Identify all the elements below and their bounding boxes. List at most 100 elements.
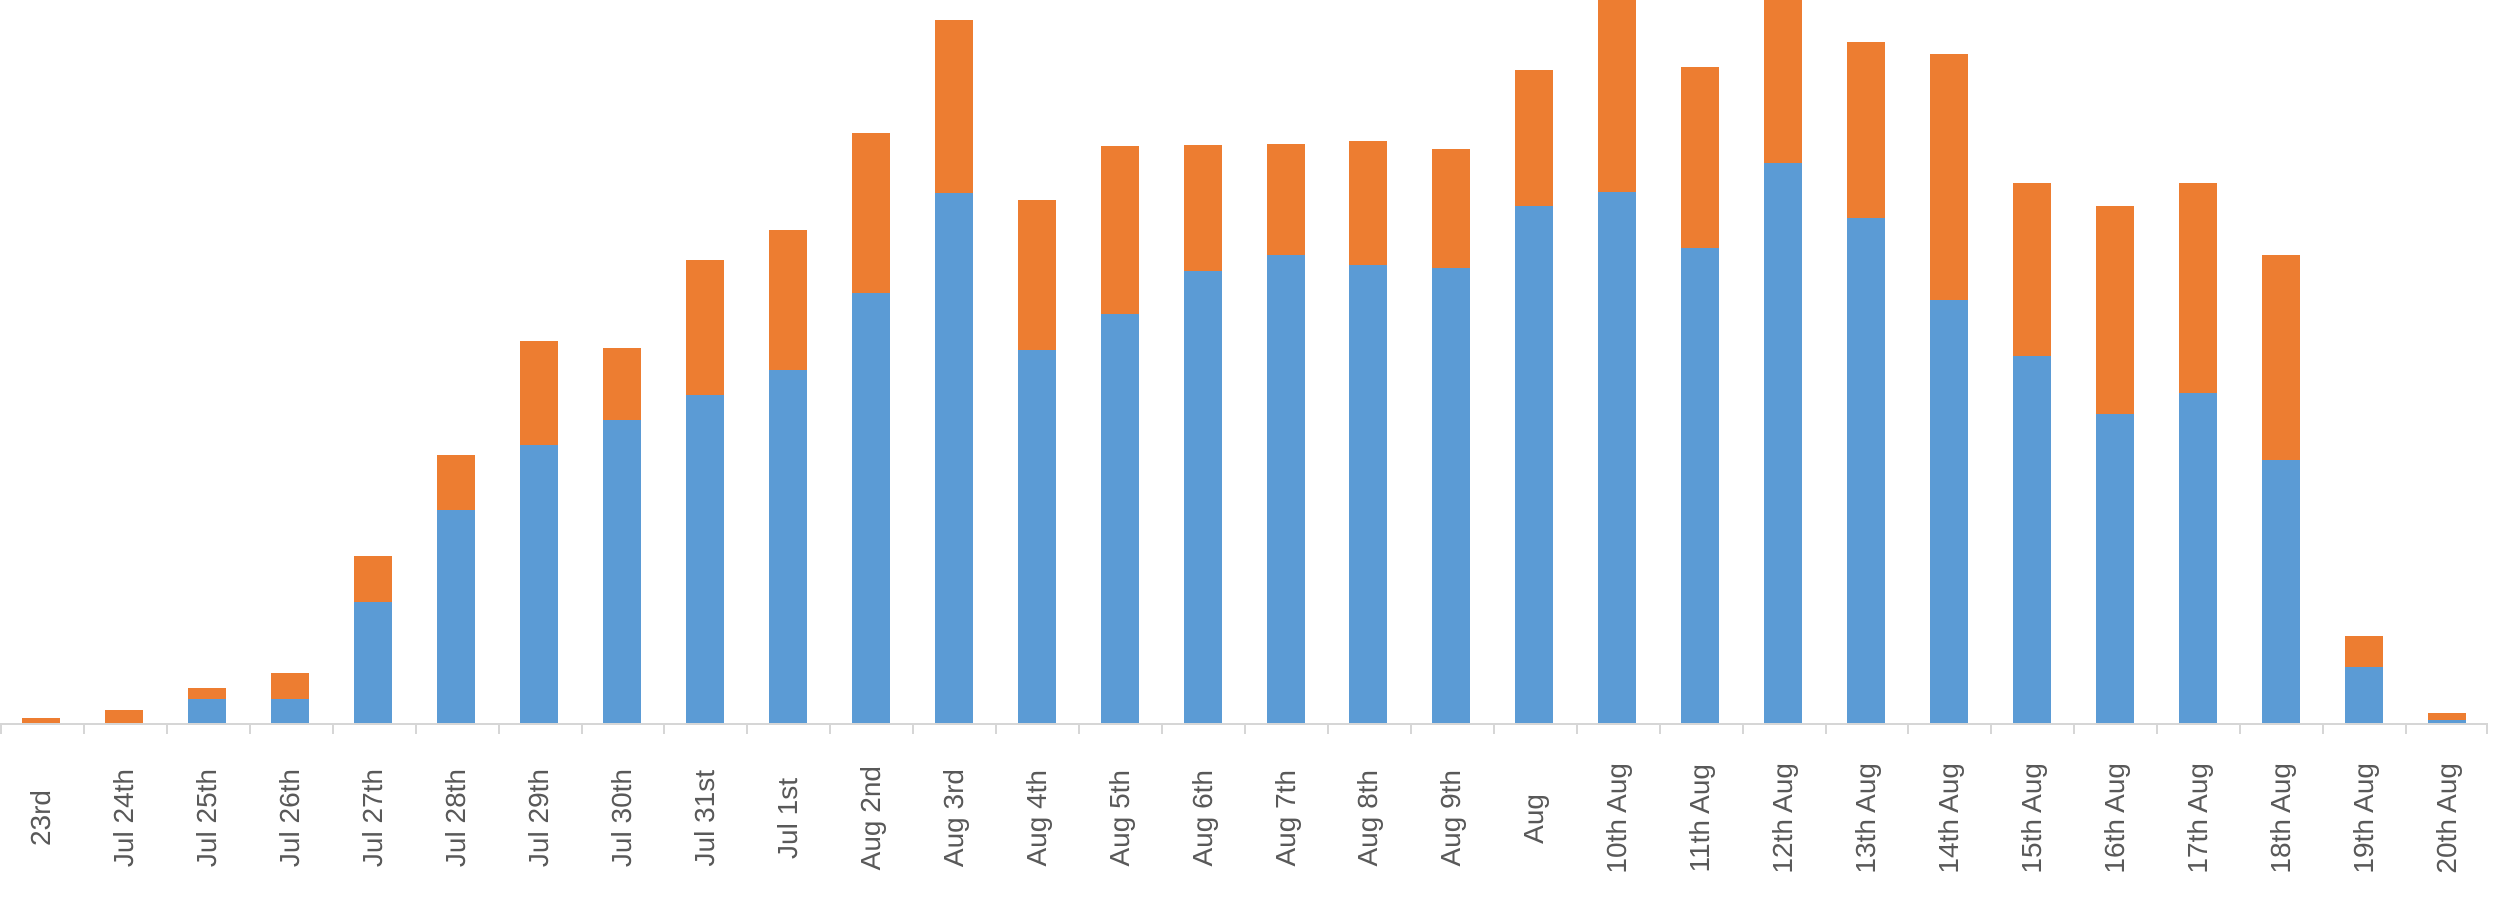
axis-tick-mark — [581, 725, 583, 734]
x-label-cell: 23rd — [0, 725, 83, 912]
bar-jul-28th — [437, 455, 476, 723]
bar-slot — [2239, 0, 2322, 723]
axis-tick-mark — [1825, 725, 1827, 734]
bar-15th-aug — [2012, 183, 2051, 723]
x-axis-label: Jul 1st — [771, 778, 803, 859]
bar-slot — [1493, 0, 1576, 723]
bar-slot — [1244, 0, 1327, 723]
x-label-cell: 20th Aug — [2405, 725, 2488, 912]
x-axis-label: Jul 26th — [274, 769, 306, 868]
axis-tick-mark — [1576, 725, 1578, 734]
bar-jul-24th — [105, 710, 144, 723]
bar-aug-2nd — [851, 133, 890, 723]
orange-segment — [1100, 146, 1139, 314]
x-label-cell: Aug 7th — [1244, 725, 1327, 912]
blue-segment — [1183, 271, 1222, 723]
x-label-cell: 14th Aug — [1908, 725, 1991, 912]
x-axis-label: 19th Aug — [2347, 763, 2379, 874]
orange-segment — [1598, 0, 1637, 192]
x-axis-label-band: 23rd Jul 24th Jul 25th Jul 26th Jul 27th Jul … — [0, 725, 2488, 912]
x-label-cell: Jul 27th — [332, 725, 415, 912]
x-label-cell: Aug 4th — [995, 725, 1078, 912]
axis-tick-mark — [498, 725, 500, 734]
blue-segment — [437, 510, 476, 723]
axis-tick-mark — [1244, 725, 1246, 734]
x-label-cell: 17th Aug — [2156, 725, 2239, 912]
orange-segment — [1183, 145, 1222, 271]
blue-segment — [851, 293, 890, 723]
x-axis-label: Jul 25th — [191, 769, 223, 868]
bar-23rd — [22, 718, 61, 723]
x-label-cell: 13th Aug — [1825, 725, 1908, 912]
orange-segment — [685, 260, 724, 395]
bar-slot — [0, 0, 83, 723]
axis-tick-mark — [1990, 725, 1992, 734]
bar-slot — [1825, 0, 1908, 723]
axis-tick-mark — [83, 725, 85, 734]
orange-segment — [1266, 144, 1305, 255]
x-axis-label: Aug — [1518, 793, 1550, 844]
axis-tick-mark — [1410, 725, 1412, 734]
x-label-cell: Jul 1st — [746, 725, 829, 912]
bar-slot — [746, 0, 829, 723]
orange-segment — [2012, 183, 2051, 356]
bar-slot — [2156, 0, 2239, 723]
x-label-cell: Aug 6th — [1161, 725, 1244, 912]
bar-jul-26th — [271, 673, 310, 723]
x-axis-label: 18th Aug — [2264, 763, 2296, 874]
orange-segment — [354, 556, 393, 602]
bar-slot — [498, 0, 581, 723]
bar-slot — [1161, 0, 1244, 723]
blue-segment — [1515, 206, 1554, 723]
x-axis-label: 12th Aug — [1767, 763, 1799, 874]
x-label-cell: Jul 31st — [664, 725, 747, 912]
orange-segment — [768, 230, 807, 370]
x-axis-label: Jul 24th — [108, 769, 140, 868]
bar-11th-aug — [1681, 67, 1720, 723]
blue-segment — [188, 699, 227, 723]
blue-segment — [603, 420, 642, 723]
blue-segment — [768, 370, 807, 723]
x-label-cell: Jul 25th — [166, 725, 249, 912]
bar-slot — [1991, 0, 2074, 723]
plot-area — [0, 0, 2466, 723]
blue-segment — [2427, 720, 2466, 723]
orange-segment — [1681, 67, 1720, 248]
orange-segment — [2344, 636, 2383, 667]
bar-jul-29th — [520, 341, 559, 723]
axis-tick-mark — [0, 725, 2, 734]
axis-tick-mark — [1327, 725, 1329, 734]
bar-16th-aug — [2095, 206, 2134, 723]
x-axis-label: Jul 28th — [440, 769, 472, 868]
blue-segment — [1930, 300, 1969, 723]
x-axis-label: Aug 4th — [1020, 770, 1052, 867]
bar-slot — [2073, 0, 2156, 723]
x-label-cell: 16th Aug — [2073, 725, 2156, 912]
bar-aug-9th — [1432, 149, 1471, 723]
orange-segment — [2095, 206, 2134, 414]
orange-segment — [1349, 141, 1388, 265]
orange-segment — [1930, 54, 1969, 300]
bar-18th-aug — [2261, 255, 2300, 723]
orange-segment — [437, 455, 476, 510]
x-axis-label: Aug 9th — [1435, 770, 1467, 867]
x-label-cell: Aug 5th — [1078, 725, 1161, 912]
x-label-cell: Jul 30th — [581, 725, 664, 912]
axis-tick-mark — [1161, 725, 1163, 734]
x-axis-ticks — [0, 725, 2488, 735]
blue-segment — [520, 445, 559, 723]
x-axis-label: Aug 5th — [1103, 770, 1135, 867]
bar-aug-7th — [1266, 144, 1305, 723]
axis-tick-mark — [2486, 725, 2488, 734]
axis-tick-mark — [663, 725, 665, 734]
x-axis-line — [0, 723, 2488, 725]
axis-tick-mark — [2322, 725, 2324, 734]
x-label-cell: 11th Aug — [1659, 725, 1742, 912]
blue-segment — [2095, 414, 2134, 723]
orange-segment — [1515, 70, 1554, 206]
bar-slot — [83, 0, 166, 723]
x-label-cell: 18th Aug — [2239, 725, 2322, 912]
x-axis-label: Aug 2nd — [854, 766, 886, 871]
bar-slot — [415, 0, 498, 723]
x-axis-label: 20th Aug — [2430, 763, 2462, 874]
